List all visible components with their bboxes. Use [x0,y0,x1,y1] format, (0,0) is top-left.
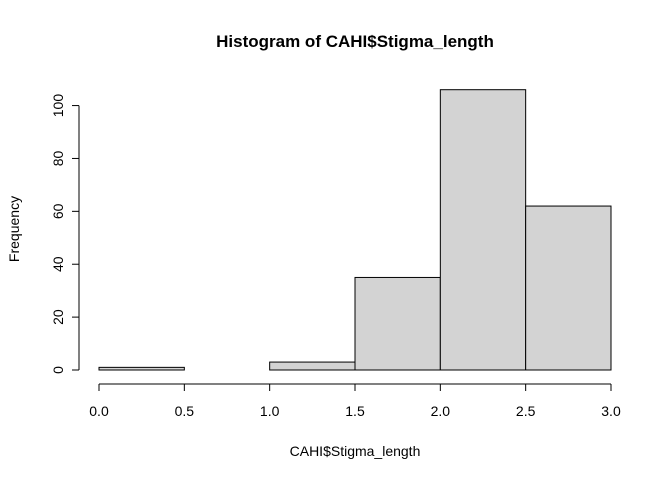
y-tick-label: 20 [50,309,66,325]
histogram-bar-4 [439,89,527,371]
histogram-bar-5 [525,205,612,371]
x-tick-label: 1.5 [345,403,365,419]
x-axis: 0.0 0.5 1.0 1.5 2.0 2.5 3.0 [89,383,621,419]
y-tick-label: 0 [50,366,66,374]
x-tick-label: 0.5 [175,403,195,419]
x-tick-label: 2.5 [516,403,536,419]
x-tick-label: 0.0 [89,403,109,419]
y-axis: 0 20 40 60 80 100 [50,94,80,374]
x-tick-label: 1.0 [260,403,280,419]
bars-group [98,89,612,371]
y-tick-label: 100 [50,94,66,118]
y-tick-label: 60 [50,203,66,219]
histogram-bar-2 [269,361,356,371]
histogram-bar-3 [354,276,441,371]
x-axis-title: CAHI$Stigma_length [290,443,421,459]
histogram-bar-0 [98,366,185,371]
y-tick-label: 40 [50,256,66,272]
y-tick-label: 80 [50,150,66,166]
chart-title: Histogram of CAHI$Stigma_length [216,32,494,51]
x-tick-label: 2.0 [431,403,451,419]
y-axis-title: Frequency [6,196,22,262]
x-tick-label: 3.0 [601,403,621,419]
